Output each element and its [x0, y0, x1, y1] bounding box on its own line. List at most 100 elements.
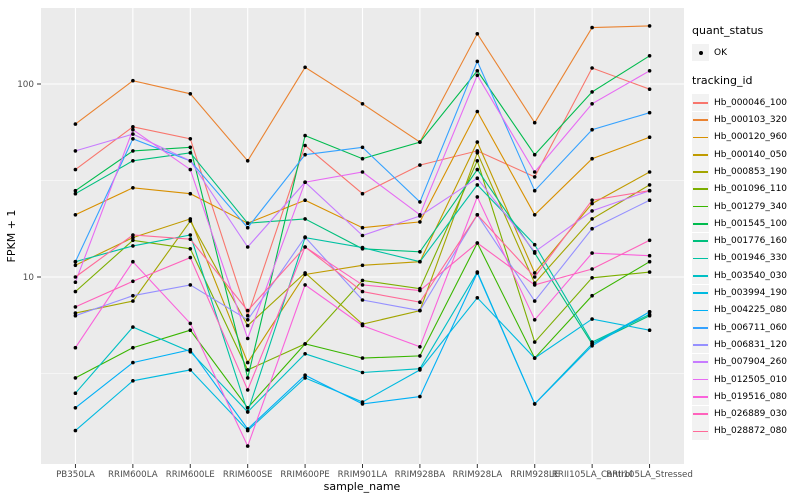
data-point	[360, 225, 365, 230]
data-point	[73, 280, 78, 285]
data-point	[418, 259, 422, 264]
data-point	[245, 406, 250, 410]
legend-item-label: Hb_006831_120	[714, 339, 788, 350]
data-point	[188, 321, 193, 326]
legend-line-swatch	[693, 223, 708, 225]
legend-line-swatch	[693, 292, 708, 294]
legend-item-Hb_000140_050: Hb_000140_050	[692, 146, 798, 164]
data-point	[303, 342, 307, 346]
data-point	[188, 151, 193, 155]
data-point	[303, 198, 307, 202]
data-point	[360, 289, 365, 294]
data-point	[73, 289, 78, 294]
data-point	[532, 170, 537, 174]
legend: quant_status OK tracking_id Hb_000046_10…	[692, 24, 798, 440]
data-points	[73, 24, 652, 448]
x-tick-label: RRIM928LE	[510, 470, 559, 480]
data-point	[303, 373, 307, 378]
legend-item-Hb_001776_160: Hb_001776_160	[692, 232, 798, 250]
data-point	[360, 233, 365, 238]
data-point	[131, 159, 135, 163]
x-tick-label: RRII105LA_Control	[552, 470, 633, 480]
legend-line-swatch	[693, 171, 708, 173]
data-point	[303, 245, 307, 249]
data-point	[131, 235, 135, 240]
data-point	[360, 283, 365, 287]
x-tick-label: RRIM600PE	[280, 470, 329, 480]
legend-item-label: Hb_012505_010	[714, 374, 788, 385]
data-point	[475, 159, 480, 163]
legend-item-Hb_006831_120: Hb_006831_120	[692, 336, 798, 354]
legend-item-label: Hb_004225_080	[714, 305, 788, 316]
legend-line-swatch	[693, 396, 708, 398]
legend-item-Hb_001946_330: Hb_001946_330	[692, 249, 798, 267]
data-point	[418, 345, 422, 349]
legend-line-swatch	[693, 188, 708, 191]
legend-line-swatch	[693, 274, 708, 277]
data-point	[245, 336, 250, 341]
data-point	[131, 78, 135, 83]
legend-item-Hb_004225_080: Hb_004225_080	[692, 301, 798, 319]
legend-item-label: Hb_001279_340	[714, 201, 788, 212]
data-point	[360, 278, 365, 283]
data-point	[532, 283, 537, 287]
data-point	[245, 159, 250, 163]
legend-item-Hb_001545_100: Hb_001545_100	[692, 215, 798, 233]
data-point	[647, 135, 652, 139]
data-point	[532, 120, 537, 125]
x-tick-label: RRIM928BA	[395, 470, 446, 480]
data-point	[647, 183, 652, 187]
data-point	[532, 271, 537, 275]
x-tick-label: RRIM901LA	[338, 470, 388, 480]
data-point	[475, 151, 480, 155]
data-point	[475, 167, 480, 172]
x-tick-label: PB350LA	[56, 470, 95, 480]
data-point	[590, 90, 594, 94]
data-point	[131, 325, 135, 329]
data-point	[532, 175, 537, 179]
legend-line-swatch	[693, 205, 708, 208]
data-point	[418, 250, 422, 254]
data-point	[590, 317, 594, 321]
data-point	[475, 296, 480, 300]
legend-item-label: Hb_000046_100	[714, 97, 788, 108]
data-point	[131, 127, 135, 132]
data-point	[73, 376, 78, 380]
data-point	[73, 188, 78, 193]
legend-key-box	[692, 198, 709, 216]
legend-item-label: Hb_001946_330	[714, 253, 788, 264]
legend-key-box	[692, 146, 709, 164]
data-point	[131, 279, 135, 284]
data-point	[532, 188, 537, 193]
legend-line-swatch	[693, 101, 708, 104]
axis-ticks	[37, 83, 651, 468]
data-point	[647, 310, 652, 314]
data-point	[475, 241, 480, 245]
data-point	[188, 233, 193, 237]
legend-key-box	[692, 44, 709, 61]
legend-item-label: Hb_000140_050	[714, 149, 788, 160]
legend-item-Hb_006711_060: Hb_006711_060	[692, 319, 798, 337]
legend-line-swatch	[693, 136, 708, 139]
data-point	[73, 345, 78, 350]
data-point	[590, 102, 594, 106]
legend-key-box	[692, 163, 709, 181]
legend-spacer	[692, 61, 798, 74]
data-point	[303, 217, 307, 221]
data-point	[303, 133, 307, 138]
data-point	[418, 140, 422, 144]
data-point	[532, 242, 537, 247]
data-point	[73, 149, 78, 153]
data-point	[475, 213, 480, 217]
data-point	[418, 394, 422, 399]
data-point	[188, 92, 193, 96]
data-point	[303, 152, 307, 157]
data-point	[418, 354, 422, 358]
legend-line-swatch	[693, 240, 708, 243]
legend-item-Hb_012505_010: Hb_012505_010	[692, 371, 798, 389]
legend-item-Hb_007904_260: Hb_007904_260	[692, 353, 798, 371]
legend-key-box	[692, 371, 709, 389]
legend-item-label: Hb_003994_190	[714, 288, 788, 299]
data-point	[360, 102, 365, 106]
y-tick-label: 10	[23, 273, 35, 283]
